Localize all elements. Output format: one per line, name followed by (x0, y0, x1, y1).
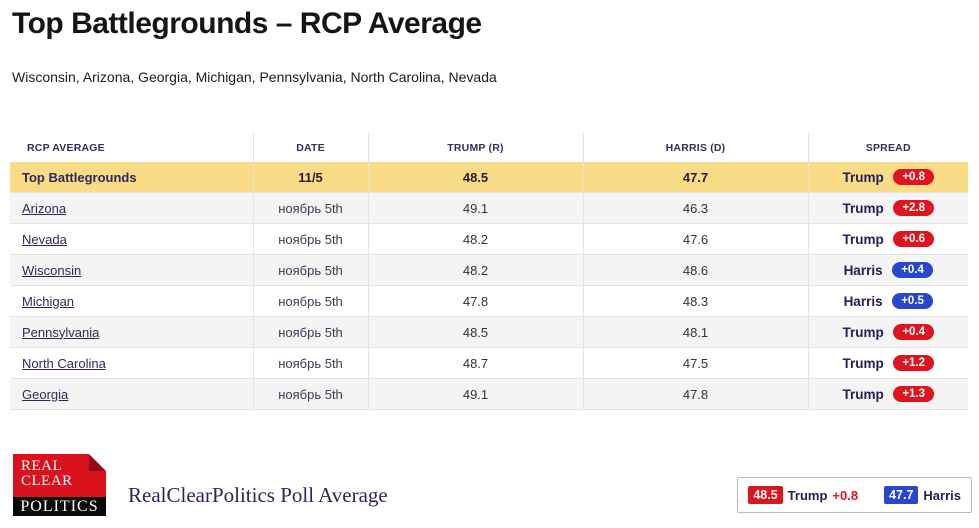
harris-value-cell: 47.5 (583, 347, 809, 379)
spread-badge: +2.8 (893, 200, 935, 217)
legend-harris-swatch: 47.7 (884, 486, 919, 504)
row-name: Top Battlegrounds (22, 169, 137, 185)
spread-cell: Harris +0.4 (808, 254, 968, 286)
table-row: Pennsylvania ноябрь 5th 48.5 48.1 Trump … (10, 316, 968, 348)
trump-value-cell: 47.8 (368, 285, 584, 317)
poll-table: RCP AVERAGE DATE TRUMP (R) HARRIS (D) SP… (10, 133, 968, 410)
spread-badge: +0.8 (893, 169, 935, 186)
rcp-logo-text: REAL CLEAR (21, 459, 73, 488)
table-row: Arizona ноябрь 5th 49.1 46.3 Trump +2.8 (10, 192, 968, 224)
date-cell: ноябрь 5th (253, 347, 369, 379)
spread-leader: Harris (843, 262, 883, 278)
harris-value-cell: 48.6 (583, 254, 809, 286)
spread-cell: Trump +2.8 (808, 192, 968, 224)
trump-value-cell: 49.1 (368, 192, 584, 224)
row-name[interactable]: Nevada (22, 231, 67, 247)
harris-value-cell: 47.8 (583, 378, 809, 410)
spread-leader: Trump (842, 200, 884, 216)
rcp-logo: REAL CLEAR POLITICS (13, 454, 106, 516)
table-row: Michigan ноябрь 5th 47.8 48.3 Harris +0.… (10, 285, 968, 317)
logo-line-clear: CLEAR (21, 472, 73, 489)
footer-caption: RealClearPolitics Poll Average (128, 483, 388, 507)
date-cell: ноябрь 5th (253, 316, 369, 348)
spread-badge: +0.5 (892, 293, 933, 310)
harris-value-cell: 47.7 (583, 162, 809, 193)
column-header-spread: SPREAD (865, 141, 911, 154)
spread-leader: Trump (842, 386, 884, 402)
trump-value-cell: 48.5 (368, 316, 584, 348)
trump-value-cell: 48.5 (368, 162, 584, 193)
date-cell: ноябрь 5th (253, 192, 369, 224)
column-header-rcp-average: RCP AVERAGE (10, 133, 254, 162)
legend-box: 48.5 Trump +0.8 47.7 Harris (737, 477, 972, 513)
table-header-row: RCP AVERAGE DATE TRUMP (R) HARRIS (D) SP… (10, 133, 968, 162)
table-row: Top Battlegrounds 11/5 48.5 47.7 Trump +… (10, 162, 968, 193)
row-name[interactable]: Georgia (22, 386, 69, 402)
spread-leader: Trump (842, 355, 884, 371)
logo-politics-band: POLITICS (13, 497, 106, 516)
logo-line-real: REAL (21, 458, 63, 474)
date-cell: ноябрь 5th (253, 378, 369, 410)
legend-trump-label: Trump (787, 487, 828, 503)
table-row: Wisconsin ноябрь 5th 48.2 48.6 Harris +0… (10, 254, 968, 286)
spread-leader: Trump (842, 231, 884, 247)
page-subtitle: Wisconsin, Arizona, Georgia, Michigan, P… (12, 69, 497, 85)
trump-value-cell: 49.1 (368, 378, 584, 410)
date-cell: ноябрь 5th (253, 285, 369, 317)
harris-value-cell: 48.1 (583, 316, 809, 348)
legend-trump-swatch: 48.5 (748, 486, 783, 504)
legend-trump-item: 48.5 Trump +0.8 (748, 486, 858, 504)
row-name[interactable]: Wisconsin (22, 262, 82, 278)
legend-harris-item: 47.7 Harris (884, 486, 961, 504)
spread-leader: Harris (843, 293, 883, 309)
spread-leader: Trump (842, 169, 884, 185)
spread-cell: Trump +0.8 (808, 162, 968, 193)
spread-badge: +1.3 (893, 386, 935, 403)
spread-cell: Trump +1.3 (808, 378, 968, 410)
legend-trump-margin: +0.8 (832, 487, 859, 503)
legend-harris-label: Harris (923, 487, 961, 503)
table-row: Georgia ноябрь 5th 49.1 47.8 Trump +1.3 (10, 378, 968, 410)
date-cell: ноябрь 5th (253, 223, 369, 255)
page-title: Top Battlegrounds – RCP Average (12, 7, 482, 40)
spread-cell: Trump +0.6 (808, 223, 968, 255)
row-name[interactable]: Michigan (22, 293, 75, 309)
row-name[interactable]: Arizona (22, 200, 67, 216)
row-name[interactable]: Pennsylvania (22, 324, 100, 340)
column-header-harris: HARRIS (D) (583, 133, 809, 162)
footer: REAL CLEAR POLITICS RealClearPolitics Po… (0, 411, 979, 528)
table-body: Top Battlegrounds 11/5 48.5 47.7 Trump +… (10, 162, 968, 410)
table-row: Nevada ноябрь 5th 48.2 47.6 Trump +0.6 (10, 223, 968, 255)
spread-badge: +0.6 (893, 231, 935, 248)
spread-cell: Harris +0.5 (808, 285, 968, 317)
spread-badge: +1.2 (893, 355, 935, 372)
row-name[interactable]: North Carolina (22, 355, 106, 371)
harris-value-cell: 47.6 (583, 223, 809, 255)
harris-value-cell: 46.3 (583, 192, 809, 224)
table-row: North Carolina ноябрь 5th 48.7 47.5 Trum… (10, 347, 968, 379)
trump-value-cell: 48.2 (368, 254, 584, 286)
date-cell: 11/5 (253, 162, 369, 193)
date-cell: ноябрь 5th (253, 254, 369, 286)
spread-cell: Trump +1.2 (808, 347, 968, 379)
trump-value-cell: 48.2 (368, 223, 584, 255)
spread-badge: +0.4 (892, 262, 933, 279)
spread-badge: +0.4 (893, 324, 935, 341)
harris-value-cell: 48.3 (583, 285, 809, 317)
trump-value-cell: 48.7 (368, 347, 584, 379)
column-header-trump: TRUMP (R) (368, 133, 584, 162)
column-header-date: DATE (253, 133, 369, 162)
spread-cell: Trump +0.4 (808, 316, 968, 348)
spread-leader: Trump (842, 324, 884, 340)
